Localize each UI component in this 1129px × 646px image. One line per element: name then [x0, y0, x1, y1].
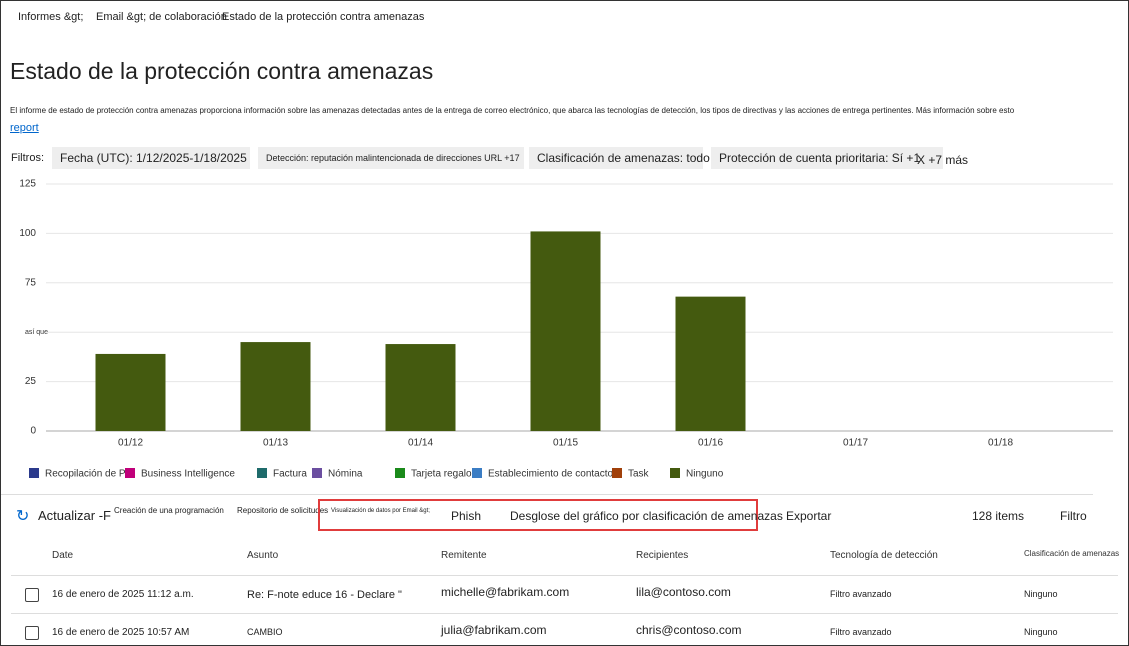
cell: Filtro avanzado [830, 627, 892, 637]
legend-label: Task [628, 469, 650, 480]
divider [1, 494, 1093, 495]
legend-swatch [257, 468, 267, 478]
description: El informe de estado de protección contr… [10, 106, 1015, 115]
y-tick-label: así que [25, 329, 48, 336]
schedule-button[interactable]: Creación de una programación [114, 506, 224, 515]
bar [675, 296, 746, 431]
view-data-button[interactable]: Visualización de datos por Email &gt; [331, 508, 430, 514]
x-tick-label: 01/16 [698, 438, 723, 449]
cell: lila@contoso.com [636, 585, 731, 599]
legend-label: Business Intelligence [141, 469, 235, 480]
bar [95, 353, 166, 431]
highlight-box [318, 499, 758, 531]
cell: 16 de enero de 2025 11:12 a.m. [52, 589, 194, 600]
column-header[interactable]: Date [52, 550, 74, 561]
filter-chip[interactable]: Protección de cuenta prioritaria: Sí +1 [711, 147, 943, 169]
cell: Filtro avanzado [830, 589, 892, 599]
x-tick-label: 01/13 [263, 438, 288, 449]
bar [530, 231, 601, 431]
more-filters[interactable]: X +7 más [917, 153, 969, 167]
item-count: 128 items [972, 509, 1025, 523]
y-tick-label: 100 [19, 228, 36, 239]
legend-label: Ninguno [686, 469, 724, 480]
legend-label: Tarjeta regalo [411, 469, 472, 480]
legend-swatch [312, 468, 322, 478]
filters-label: Filtros: [11, 152, 44, 164]
cell: chris@contoso.com [636, 623, 742, 637]
x-tick-label: 01/14 [408, 438, 433, 449]
breakdown-button[interactable]: Desglose del gráfico por clasificación d… [510, 509, 783, 523]
breadcrumb[interactable]: Email &gt; de colaboración [96, 11, 227, 23]
column-header[interactable]: Remitente [441, 550, 487, 561]
x-tick-label: 01/18 [988, 438, 1013, 449]
breadcrumb: Estado de la protección contra amenazas [222, 11, 425, 23]
filter-button[interactable]: Filtro [1060, 509, 1087, 523]
row-divider [11, 575, 1118, 576]
filter-chip[interactable]: Fecha (UTC): 1/12/2025-1/18/2025 [52, 147, 250, 169]
cell: michelle@fabrikam.com [441, 585, 570, 599]
cell: CAMBIO [247, 627, 283, 637]
legend-label: Establecimiento de contacto [488, 469, 614, 480]
legend-swatch [670, 468, 680, 478]
legend-label: Recopilación de PII [45, 469, 131, 480]
refresh-button[interactable]: Actualizar -F [38, 508, 111, 523]
y-tick-label: 125 [19, 179, 36, 190]
link[interactable]: report [10, 122, 39, 134]
bar [385, 344, 456, 431]
checkbox[interactable] [25, 588, 39, 602]
phish-button[interactable]: Phish [451, 509, 482, 523]
column-header[interactable]: Recipientes [636, 550, 689, 561]
legend-swatch [612, 468, 622, 478]
cell: Ninguno [1024, 627, 1058, 637]
refresh-icon[interactable]: ↻ [16, 508, 30, 525]
legend-label: Nómina [328, 469, 363, 480]
cell: julia@fabrikam.com [441, 623, 547, 637]
bar [240, 342, 311, 431]
y-tick-label: 75 [25, 277, 37, 288]
column-header[interactable]: Tecnología de detección [830, 550, 938, 561]
cell: Ninguno [1024, 589, 1058, 599]
legend-swatch [29, 468, 39, 478]
column-header[interactable]: Asunto [247, 550, 279, 561]
legend-swatch [395, 468, 405, 478]
legend-swatch [472, 468, 482, 478]
export-button[interactable]: Exportar [786, 509, 832, 523]
legend-label: Factura [273, 469, 307, 480]
legend-swatch [125, 468, 135, 478]
row-divider [11, 613, 1118, 614]
breadcrumb[interactable]: Informes &gt; [18, 11, 84, 23]
filter-chip[interactable]: Clasificación de amenazas: todo [529, 147, 710, 169]
column-header[interactable]: Clasificación de amenazas [1024, 549, 1120, 558]
requests-button[interactable]: Repositorio de solicitudes [237, 506, 329, 515]
checkbox[interactable] [25, 626, 39, 640]
y-tick-label: 25 [25, 376, 37, 387]
cell: Re: F-note educe 16 - Declare " [247, 589, 402, 601]
x-tick-label: 01/12 [118, 438, 143, 449]
cell: 16 de enero de 2025 10:57 AM [52, 627, 190, 638]
filter-chip[interactable]: Detección: reputación malintencionada de… [258, 147, 524, 169]
chart: 0 25 así que 75 100 125 01/12 01/13 01/14 01/15 01… [19, 179, 1113, 480]
x-tick-label: 01/17 [843, 438, 868, 449]
x-tick-label: 01/15 [553, 438, 578, 449]
page-title: Estado de la protección contra amenazas [10, 58, 434, 84]
y-tick-label: 0 [30, 426, 36, 437]
